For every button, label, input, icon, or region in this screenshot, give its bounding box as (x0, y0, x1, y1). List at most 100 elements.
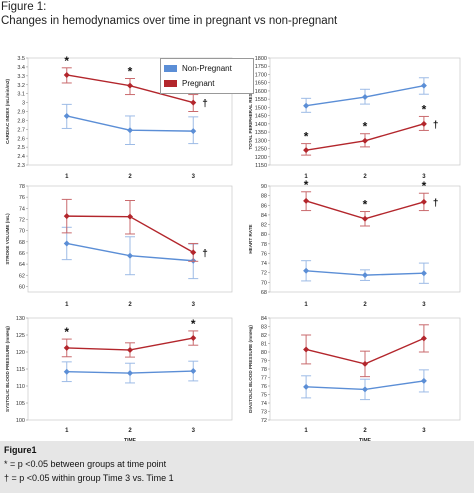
x-tick-label: 1 (304, 428, 308, 434)
data-point (420, 377, 427, 384)
caption-line-2: † = p <0.05 within group Time 3 vs. Time… (4, 473, 174, 483)
y-tick-label: 74 (19, 206, 25, 212)
y-axis-label: DIASTOLIC BLOOD PRESSURE (mmHg) (248, 325, 253, 413)
y-tick-label: 72 (19, 217, 25, 223)
y-tick-label: 1350 (255, 130, 267, 136)
y-tick-label: 105 (16, 401, 25, 407)
y-tick-label: 82 (261, 223, 267, 229)
y-tick-label: 76 (19, 195, 25, 201)
y-tick-label: 110 (16, 384, 25, 390)
legend-item-non-pregnant: Non-Pregnant (164, 63, 232, 74)
data-point (362, 215, 368, 222)
y-tick-label: 73 (261, 410, 267, 416)
y-tick-label: 125 (16, 333, 25, 339)
y-tick-label: 62 (19, 273, 25, 279)
x-tick-label: 1 (65, 174, 69, 180)
y-tick-label: 79 (261, 359, 267, 365)
data-point (420, 120, 427, 127)
significance-star: * (128, 65, 133, 79)
data-point (63, 71, 70, 78)
legend-swatch-non-pregnant (164, 65, 177, 73)
y-tick-label: 83 (261, 325, 267, 331)
y-tick-label: 72 (261, 418, 267, 424)
significance-star: * (304, 178, 309, 192)
y-tick-label: 2.6 (17, 136, 25, 142)
y-tick-label: 81 (261, 342, 267, 348)
significance-star: * (64, 325, 69, 339)
data-point (303, 147, 310, 154)
y-tick-label: 3 (22, 101, 25, 107)
x-tick-label: 2 (128, 174, 132, 180)
y-tick-label: 78 (261, 242, 267, 248)
data-point (127, 82, 133, 89)
x-tick-label: 2 (363, 428, 367, 434)
legend-label-pregnant: Pregnant (182, 79, 215, 88)
caption-line-1: * = p <0.05 between groups at time point (4, 459, 167, 469)
data-point (190, 368, 197, 375)
y-tick-label: 77 (261, 376, 267, 382)
y-tick-label: 64 (19, 262, 25, 268)
data-point (190, 128, 197, 135)
data-point (127, 252, 133, 259)
y-axis-label: STROKE VOLUME (mL) (5, 213, 10, 265)
y-tick-label: 78 (261, 367, 267, 373)
data-point (127, 127, 133, 134)
data-point (190, 335, 197, 342)
y-tick-label: 75 (261, 393, 267, 399)
y-tick-label: 115 (16, 367, 25, 373)
y-axis-label: CARDIAC INDEX (mL/min/m2) (5, 78, 10, 144)
y-tick-label: 80 (261, 232, 267, 238)
y-tick-label: 90 (261, 184, 267, 190)
data-point (303, 197, 310, 204)
x-tick-label: 2 (363, 174, 367, 180)
significance-star: * (422, 179, 427, 193)
data-point (362, 94, 368, 101)
data-point (63, 344, 70, 351)
y-tick-label: 68 (19, 240, 25, 246)
y-tick-label: 1550 (255, 97, 267, 103)
x-tick-label: 2 (128, 302, 132, 308)
data-point (362, 360, 368, 367)
plot-area (269, 57, 461, 166)
y-tick-label: 1700 (255, 72, 267, 78)
data-point (63, 112, 70, 119)
x-axis-label: TIME (359, 438, 372, 441)
x-axis-label-left: TIME (124, 438, 137, 441)
y-tick-label: 1250 (255, 147, 267, 153)
significance-star: * (191, 317, 196, 331)
y-tick-label: 1800 (255, 56, 267, 62)
x-tick-label: 3 (192, 428, 196, 434)
y-tick-label: 76 (261, 251, 267, 257)
y-tick-label: 66 (19, 251, 25, 257)
significance-star: * (363, 198, 368, 212)
legend: Non-Pregnant Pregnant (160, 58, 254, 94)
data-point (127, 346, 133, 353)
y-tick-label: 3.3 (17, 74, 25, 80)
y-tick-label: 3.2 (17, 83, 25, 89)
y-tick-label: 76 (261, 384, 267, 390)
y-tick-label: 68 (261, 290, 267, 296)
y-tick-label: 1750 (255, 64, 267, 70)
data-point (190, 249, 197, 256)
y-tick-label: 120 (16, 350, 25, 356)
figure-title: Changes in hemodynamics over time in pre… (1, 15, 338, 27)
data-point (420, 198, 427, 205)
y-tick-label: 82 (261, 333, 267, 339)
significance-star: * (363, 120, 368, 134)
data-point (63, 213, 70, 220)
data-point (362, 272, 368, 279)
y-tick-label: 3.1 (17, 92, 25, 98)
data-point (127, 370, 133, 377)
legend-item-pregnant: Pregnant (164, 78, 214, 89)
y-tick-label: 1300 (255, 138, 267, 144)
y-tick-label: 1650 (255, 81, 267, 87)
data-point (63, 240, 70, 247)
y-tick-label: 70 (19, 229, 25, 235)
significance-dagger: † (202, 99, 208, 110)
significance-dagger: † (433, 120, 439, 131)
x-tick-label: 2 (128, 428, 132, 434)
legend-swatch-pregnant (164, 80, 177, 88)
caption-box: Figure1 * = p <0.05 between groups at ti… (0, 441, 474, 493)
y-tick-label: 72 (261, 271, 267, 277)
data-point (420, 335, 427, 342)
